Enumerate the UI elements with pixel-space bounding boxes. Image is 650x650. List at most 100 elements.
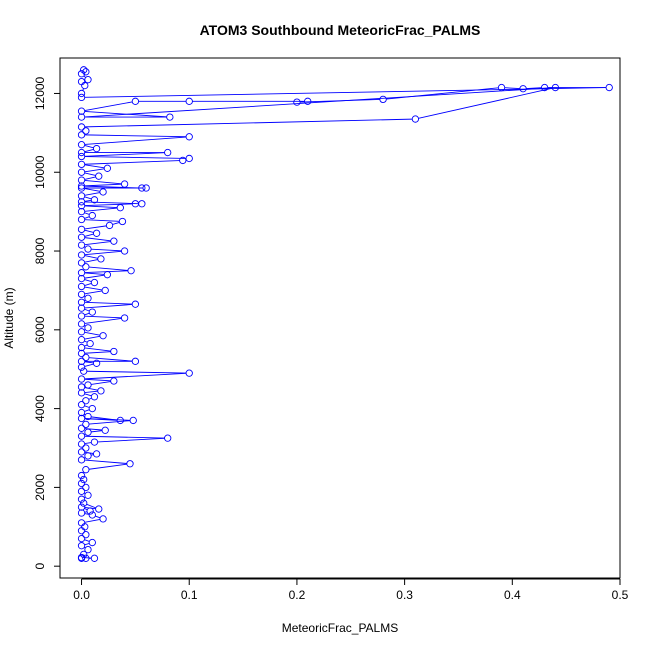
data-point — [97, 387, 105, 395]
data-point — [84, 76, 92, 84]
series-line-segment — [84, 229, 94, 233]
data-point — [126, 460, 134, 468]
data-point — [82, 68, 90, 76]
data-point — [77, 534, 86, 543]
data-point — [540, 83, 549, 92]
data-point — [77, 320, 86, 328]
data-point — [605, 83, 613, 92]
series-line-segment — [112, 221, 120, 225]
series-line-segment — [84, 118, 413, 128]
series-line-segment — [84, 176, 96, 180]
series-line-segment — [95, 515, 101, 519]
data-point — [82, 531, 90, 539]
series-line-segment — [84, 101, 133, 112]
data-point — [77, 542, 86, 550]
series-line-segment — [84, 201, 139, 205]
data-point — [82, 483, 90, 492]
y-axis: 0 2000 4000 6000 8000 10000 12000 — [33, 76, 61, 570]
series-line-segment — [84, 409, 90, 412]
data-point — [80, 550, 88, 559]
data-point — [77, 176, 86, 184]
data-point — [138, 200, 146, 208]
series-line-segment — [84, 363, 94, 367]
data-point — [88, 308, 96, 316]
data-point — [77, 509, 86, 517]
data-point — [185, 133, 193, 141]
data-point — [84, 324, 92, 332]
series-line-segment — [84, 340, 88, 343]
data-point — [82, 127, 90, 135]
data-point — [131, 97, 140, 105]
data-point — [120, 314, 129, 322]
data-point — [77, 77, 86, 86]
data-point — [99, 332, 107, 340]
series-line-segment — [88, 266, 128, 271]
data-point — [77, 519, 86, 527]
data-point — [82, 554, 90, 562]
series-line-segment — [84, 185, 139, 189]
data-point — [77, 160, 86, 169]
series-line-segment — [84, 539, 90, 542]
data-point — [110, 237, 118, 245]
y-tick-label: 4000 — [33, 395, 47, 422]
series-line-segment — [84, 164, 105, 169]
data-point — [77, 336, 86, 344]
series-line-segment — [300, 99, 380, 103]
data-point — [77, 383, 86, 391]
series-line-segment — [84, 543, 90, 546]
series-line-segment — [84, 274, 105, 279]
data-point — [77, 123, 86, 131]
data-point — [77, 269, 86, 277]
series-line-segment — [84, 393, 92, 397]
series-line-segment — [84, 110, 167, 118]
y-tick-label: 10000 — [33, 155, 47, 189]
x-axis-label: MeteoricFrac_PALMS — [282, 621, 398, 635]
series-line-segment — [84, 405, 90, 408]
data-point — [95, 172, 103, 180]
series-line-segment — [84, 188, 101, 192]
data-point — [77, 448, 86, 456]
series-line-segment — [84, 233, 94, 237]
series-line-segment — [84, 183, 122, 187]
series-line-segment — [84, 283, 92, 286]
x-tick-label: 0.0 — [73, 588, 90, 602]
data-point — [84, 545, 92, 554]
data-point — [118, 217, 127, 226]
data-point — [77, 290, 86, 299]
data-point — [99, 515, 107, 523]
data-point — [497, 83, 506, 92]
data-point — [82, 263, 90, 271]
series-line-segment — [88, 397, 92, 400]
data-point — [116, 416, 124, 425]
series-line-segment — [84, 259, 98, 263]
series-line-segment — [504, 87, 520, 90]
data-point — [99, 188, 107, 196]
y-axis-label: Altitude (m) — [2, 287, 16, 348]
y-tick-label: 2000 — [33, 474, 47, 501]
data-point — [77, 456, 86, 464]
series-line-segment — [84, 87, 553, 118]
series-line-segment — [84, 152, 165, 157]
series-line-segment — [418, 87, 553, 119]
series-line-segment — [84, 172, 96, 176]
data-point — [166, 113, 174, 121]
data-point — [293, 98, 301, 106]
series-line-segment — [84, 286, 103, 291]
data-point — [129, 416, 137, 425]
data-point — [90, 554, 99, 562]
data-point — [77, 328, 86, 336]
data-point — [185, 154, 193, 163]
series-line-segment — [84, 148, 94, 153]
data-point — [88, 511, 96, 519]
series-line-segment — [84, 508, 88, 511]
data-point — [90, 278, 99, 287]
data-point — [131, 300, 140, 308]
data-point — [77, 184, 86, 192]
data-point — [551, 83, 560, 92]
data-point — [105, 221, 114, 230]
series-line-segment — [91, 416, 118, 421]
series-line-segment — [84, 205, 118, 208]
data-point — [77, 503, 86, 511]
series-line-segment — [84, 390, 98, 393]
